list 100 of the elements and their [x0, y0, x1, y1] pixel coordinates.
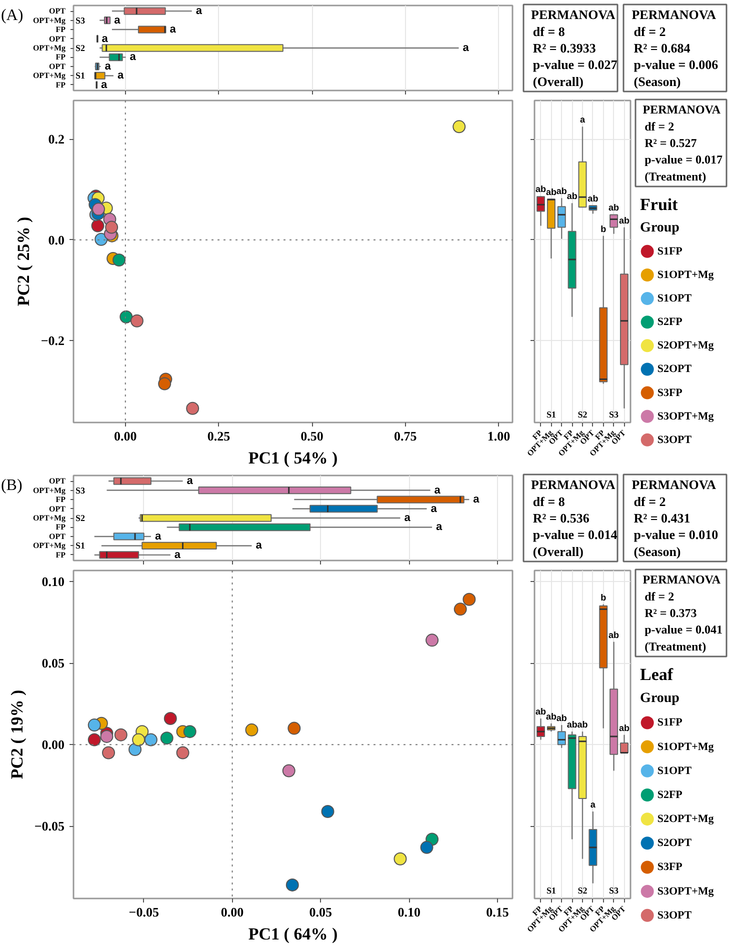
point [176, 746, 190, 760]
legend-label: S2OPT+Mg [657, 813, 714, 826]
y-tick-label: FP [56, 25, 66, 34]
text: R² = 0.431 [634, 510, 690, 526]
y-tick-label: OPT [49, 34, 66, 44]
legend-label: S3FP [657, 386, 683, 399]
annotation: S1 [76, 70, 86, 81]
text: ab [536, 184, 546, 194]
text: PERMANOVA [531, 477, 616, 492]
text: R² = 0.3933 [532, 40, 596, 56]
point [91, 219, 104, 232]
text: (Season) [634, 74, 681, 89]
text: ab [618, 722, 630, 733]
y-tick-label: OPT [49, 6, 66, 16]
y-tick-label: OPT [49, 504, 66, 514]
point [452, 120, 466, 134]
x-axis-title: PC1 ( 64% ) [248, 924, 338, 944]
text: ab [566, 191, 578, 202]
legend-label: S3FP [657, 861, 683, 874]
text: ab [536, 706, 546, 717]
point [288, 722, 301, 735]
text: ab [618, 215, 630, 226]
y-tick-label: FP [56, 495, 66, 504]
annotation: S2 [578, 886, 588, 896]
text: a [114, 14, 120, 26]
point [462, 592, 476, 606]
point [286, 878, 299, 892]
text: df = 2 [644, 119, 674, 134]
text: R² = 0.373 [644, 606, 697, 620]
legend-title: Group [640, 220, 680, 236]
text: p-value = 0.027 [532, 57, 618, 72]
point [88, 733, 101, 746]
annotation: S2 [76, 513, 86, 523]
text: a [130, 51, 136, 64]
point [420, 840, 434, 854]
text: R² = 0.684 [634, 40, 691, 56]
point [132, 733, 146, 746]
y-axis-title: PC2 ( 25% ) [14, 216, 33, 306]
text: PERMANOVA [632, 7, 717, 22]
y-tick-label: OPT+Mg [32, 514, 66, 522]
text: a [117, 70, 124, 82]
text: PERMANOVA [642, 572, 721, 587]
text: p-value = 0.006 [634, 57, 719, 72]
x-tick-label: −0.05 [128, 904, 160, 920]
annotation: S2 [76, 43, 86, 53]
text: a [256, 540, 262, 552]
legend-label: S2OPT [657, 837, 692, 850]
text: a [154, 530, 162, 542]
y-tick-label: OPT+Mg [32, 71, 66, 80]
text: p-value = 0.014 [532, 527, 618, 542]
annotation: S2 [578, 410, 588, 420]
text: (Overall) [532, 74, 584, 89]
point [183, 725, 196, 738]
y-tick-label: OPT [49, 532, 66, 541]
annotation: S1 [76, 540, 86, 551]
text: p-value = 0.017 [644, 152, 722, 167]
text: a [430, 502, 437, 515]
text: PERMANOVA [642, 102, 721, 117]
point [128, 743, 142, 756]
text: a [196, 5, 202, 18]
annotation: S1 [546, 886, 556, 896]
y-tick-label: FP [56, 522, 66, 532]
text: ab [566, 720, 578, 730]
point [112, 254, 126, 266]
legend-label: S1OPT [657, 292, 692, 305]
annotation: S3 [76, 15, 86, 26]
y-tick-label: OPT+Mg [32, 541, 66, 550]
y-tick-label: OPT+Mg [32, 486, 66, 495]
text: p-value = 0.010 [634, 527, 718, 542]
point [426, 634, 439, 647]
text: df = 8 [532, 494, 566, 509]
text: (Overall) [532, 544, 584, 559]
legend-label: S3OPT [657, 434, 692, 446]
x-tick-label: 0.10 [398, 904, 420, 920]
y-tick-label: FP [56, 52, 66, 62]
point [394, 852, 407, 866]
point [100, 730, 114, 743]
text: (A) [0, 7, 24, 24]
text: b [600, 224, 606, 234]
text: a [186, 475, 193, 488]
point [92, 202, 106, 216]
legend-label: S2OPT+Mg [657, 340, 714, 352]
text: (B) [0, 477, 22, 494]
text: ab [577, 720, 588, 730]
text: b [600, 592, 606, 602]
annotation: S3 [609, 886, 620, 896]
text: a [170, 24, 176, 36]
text: ab [608, 202, 620, 213]
point [144, 733, 158, 746]
text: R² = 0.527 [644, 136, 697, 150]
text: a [580, 114, 586, 125]
y-tick-label: FP [56, 80, 66, 90]
legend-label: S2FP [657, 316, 683, 328]
y-tick-label: 0.10 [42, 574, 64, 589]
point [164, 712, 177, 725]
x-tick-label: 0.15 [486, 904, 510, 920]
text: a [174, 548, 181, 561]
text: ab [546, 187, 556, 198]
point [88, 718, 101, 732]
legend-label: S1OPT [657, 764, 692, 777]
